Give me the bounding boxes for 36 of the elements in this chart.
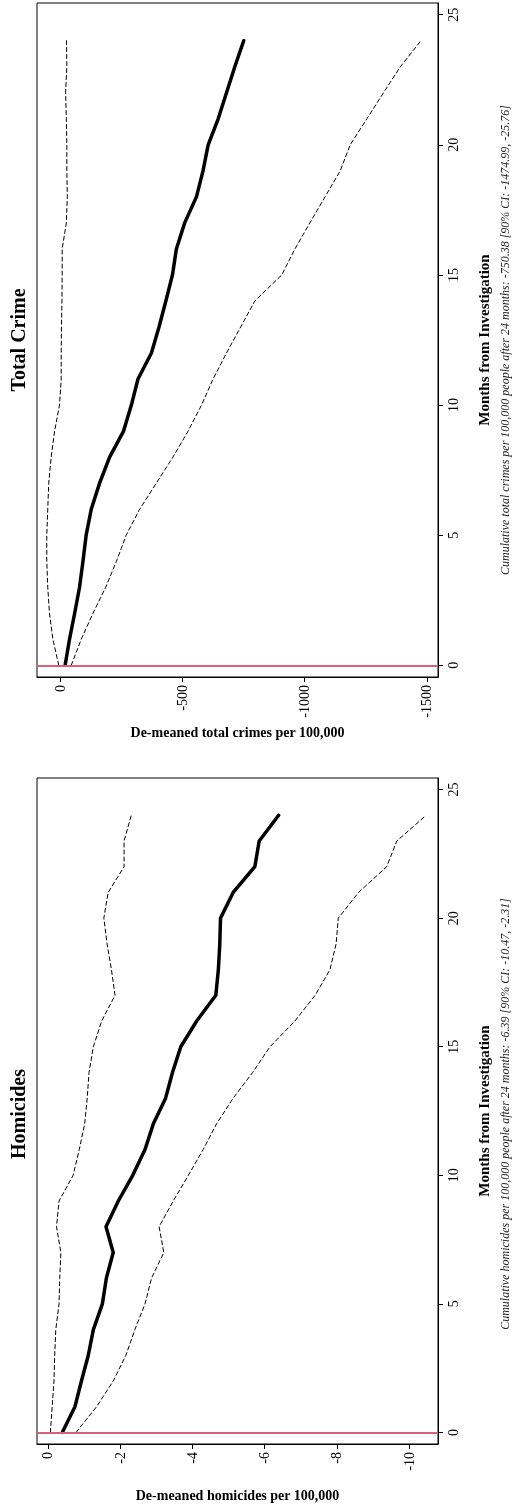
x-tick-label: -6 xyxy=(257,1452,273,1464)
x-tick-label: -4 xyxy=(184,1452,200,1464)
x-tick-label: -1000 xyxy=(297,685,313,718)
line-series xyxy=(60,813,281,1435)
y-axis-title: Months from Investigation xyxy=(475,1024,492,1197)
y-tick-label: 15 xyxy=(445,267,461,282)
x-axis-title: De-meaned homicides per 100,000 xyxy=(135,1487,340,1503)
y-tick-label: 15 xyxy=(445,1039,461,1054)
x-tick-label: -2 xyxy=(112,1452,128,1464)
text: Total Crime xyxy=(7,288,29,392)
x-tick-label: 0 xyxy=(40,1452,56,1459)
y-tick-label: 10 xyxy=(445,1168,461,1183)
line-series xyxy=(75,814,427,1433)
x-tick-label: -10 xyxy=(401,1452,417,1471)
line-series xyxy=(46,40,68,666)
y-axis-title: Months from Investigation xyxy=(475,253,492,426)
y-tick-label: 0 xyxy=(445,1428,461,1436)
line-series xyxy=(70,40,422,666)
x-axis-title: De-meaned total crimes per 100,000 xyxy=(130,725,345,741)
text: Cumulative homicides per 100,000 people after 24 months: -6.39 [90% CI: -10.47, -2.31] xyxy=(498,897,512,1330)
text: Cumulative total crimes per 100,000 people after 24 months: -750.38 [90% CI: -1474.99, -25.76] xyxy=(498,104,512,575)
y-tick-label: 5 xyxy=(445,1300,461,1308)
x-tick-label: 0 xyxy=(52,685,68,692)
y-tick-label: 10 xyxy=(445,398,461,413)
y-tick-label: 5 xyxy=(445,531,461,539)
line-series xyxy=(49,814,132,1433)
y-tick-label: 0 xyxy=(445,661,461,669)
y-tick-label: 25 xyxy=(445,782,461,797)
x-tick-label: -8 xyxy=(329,1452,345,1464)
line-series xyxy=(63,38,246,668)
y-tick-label: 20 xyxy=(445,911,461,926)
text: Homicides xyxy=(7,1068,29,1159)
y-tick-label: 25 xyxy=(445,7,461,22)
x-tick-label: -500 xyxy=(174,685,190,711)
x-tick-label: -1500 xyxy=(419,685,435,718)
y-tick-label: 20 xyxy=(445,137,461,152)
